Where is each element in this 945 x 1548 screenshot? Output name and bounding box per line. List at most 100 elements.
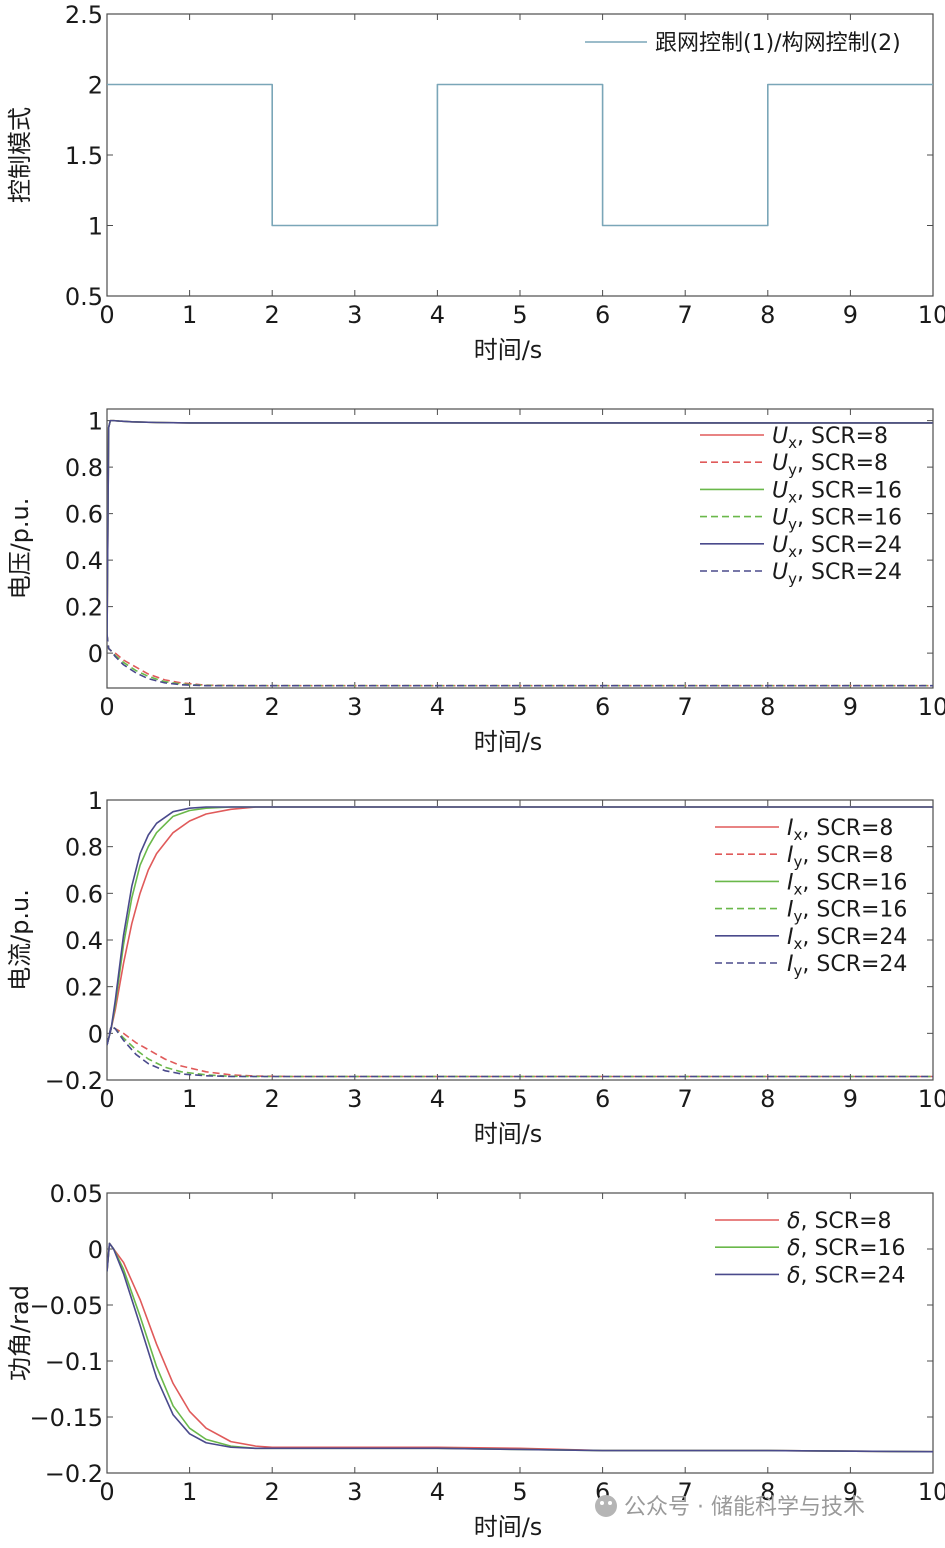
x-tick-label: 2 xyxy=(265,1478,280,1506)
x-tick-label: 1 xyxy=(182,1085,197,1113)
series-line-3 xyxy=(107,1242,933,1453)
legend-label: Ix, SCR=16 xyxy=(787,870,907,898)
x-axis-label: 时间/s xyxy=(474,1120,543,1148)
x-axis-label: 时间/s xyxy=(474,336,543,364)
legend-label: Ix, SCR=8 xyxy=(787,816,893,844)
y-tick-label: −0.2 xyxy=(45,1067,103,1095)
x-tick-label: 4 xyxy=(430,301,445,329)
y-tick-label: 1 xyxy=(88,213,103,241)
wechat-icon xyxy=(595,1495,617,1517)
y-tick-label: 0 xyxy=(88,1236,103,1264)
y-tick-label: 0 xyxy=(88,1020,103,1048)
series-line-1 xyxy=(107,1242,933,1453)
y-tick-label: 2.5 xyxy=(65,1,103,29)
x-tick-label: 0 xyxy=(99,1478,114,1506)
x-tick-label: 0 xyxy=(99,1085,114,1113)
y-tick-label: 0.8 xyxy=(65,834,103,862)
y-tick-label: 0.5 xyxy=(65,283,103,311)
x-tick-label: 5 xyxy=(512,1085,527,1113)
x-tick-label: 5 xyxy=(512,1478,527,1506)
x-tick-label: 8 xyxy=(760,301,775,329)
x-tick-label: 0 xyxy=(99,301,114,329)
x-tick-label: 6 xyxy=(595,693,610,721)
y-tick-label: 0.4 xyxy=(65,547,103,575)
legend-label: Ux, SCR=8 xyxy=(772,424,888,452)
y-tick-label: 0.4 xyxy=(65,927,103,955)
legend-label: Uy, SCR=16 xyxy=(772,506,902,534)
x-tick-label: 2 xyxy=(265,1085,280,1113)
legend-label: Iy, SCR=8 xyxy=(787,843,893,871)
x-tick-label: 3 xyxy=(347,1085,362,1113)
y-tick-label: 0.8 xyxy=(65,454,103,482)
x-tick-label: 9 xyxy=(843,1085,858,1113)
x-tick-label: 9 xyxy=(843,1478,858,1506)
chart-panel-4: 0 1 2 3 4 5 6 7 8 9 10−0.2−0.15−0.1−0.0500.05时间/s功… xyxy=(6,1180,945,1541)
wechat-icon-eye-right xyxy=(608,1501,612,1505)
chart-panel-3: 0 1 2 3 4 5 6 7 8 9 10−0.200.20.40.60.81时间/s电流/p.u… xyxy=(6,787,945,1148)
series-line-2 xyxy=(107,1025,933,1078)
x-tick-label: 7 xyxy=(678,301,693,329)
x-tick-label: 1 xyxy=(182,693,197,721)
series-line-5 xyxy=(107,806,933,1046)
x-tick-label: 4 xyxy=(430,1085,445,1113)
y-tick-label: 0.6 xyxy=(65,880,103,908)
series-group xyxy=(107,83,933,227)
x-axis-label: 时间/s xyxy=(474,728,543,756)
y-axis-label: 控制模式 xyxy=(6,107,34,203)
y-tick-label: 0.05 xyxy=(50,1180,103,1208)
x-tick-label: 6 xyxy=(595,1085,610,1113)
plot-frame xyxy=(106,13,934,297)
x-tick-label: 7 xyxy=(678,1478,693,1506)
x-tick-label: 5 xyxy=(512,301,527,329)
x-tick-label: 8 xyxy=(760,1478,775,1506)
x-tick-label: 9 xyxy=(843,693,858,721)
series-line-2 xyxy=(107,634,933,687)
x-tick-label: 10 xyxy=(918,1085,945,1113)
legend: 跟网控制(1)/构网控制(2) xyxy=(585,31,901,56)
x-tick-label: 10 xyxy=(918,301,945,329)
y-tick-label: 0.2 xyxy=(65,974,103,1002)
x-tick-label: 9 xyxy=(843,301,858,329)
series-line-6 xyxy=(107,634,933,687)
series-line-6 xyxy=(107,1025,933,1078)
x-tick-label: 1 xyxy=(182,1478,197,1506)
y-axis-label: 电压/p.u. xyxy=(6,498,34,600)
series-group xyxy=(107,806,933,1078)
legend-label: Ix, SCR=24 xyxy=(787,925,907,953)
x-tick-label: 4 xyxy=(430,1478,445,1506)
series-line-1 xyxy=(107,83,933,227)
x-tick-label: 2 xyxy=(265,301,280,329)
y-tick-label: 1 xyxy=(88,787,103,815)
y-tick-label: −0.05 xyxy=(29,1292,103,1320)
y-tick-label: −0.15 xyxy=(29,1404,103,1432)
y-axis-label: 电流/p.u. xyxy=(6,889,34,991)
x-tick-label: 0 xyxy=(99,693,114,721)
legend-label: Ux, SCR=24 xyxy=(772,533,902,561)
x-tick-label: 4 xyxy=(430,693,445,721)
series-group xyxy=(107,1242,933,1453)
legend-label: δ, SCR=8 xyxy=(787,1209,892,1234)
y-axis-label: 功角/rad xyxy=(6,1285,34,1381)
watermark-text: 公众号 · 储能科学与技术 xyxy=(624,1495,865,1520)
series-line-5 xyxy=(107,419,933,642)
x-tick-label: 2 xyxy=(265,693,280,721)
y-tick-label: 1 xyxy=(88,408,103,436)
plot-frame xyxy=(106,1192,934,1474)
x-axis-label: 时间/s xyxy=(474,1513,543,1541)
legend: δ, SCR=8δ, SCR=16δ, SCR=24 xyxy=(715,1209,906,1288)
x-tick-label: 8 xyxy=(760,693,775,721)
x-tick-label: 8 xyxy=(760,1085,775,1113)
watermark: 公众号 · 储能科学与技术 xyxy=(595,1495,865,1520)
legend-label: 跟网控制(1)/构网控制(2) xyxy=(655,31,901,56)
legend-label: Iy, SCR=24 xyxy=(787,952,907,980)
legend-label: Uy, SCR=8 xyxy=(772,451,888,479)
x-tick-label: 3 xyxy=(347,301,362,329)
x-tick-label: 10 xyxy=(918,693,945,721)
x-tick-label: 5 xyxy=(512,693,527,721)
legend-label: δ, SCR=16 xyxy=(787,1236,906,1261)
x-tick-label: 10 xyxy=(918,1478,945,1506)
y-tick-label: 1.5 xyxy=(65,142,103,170)
